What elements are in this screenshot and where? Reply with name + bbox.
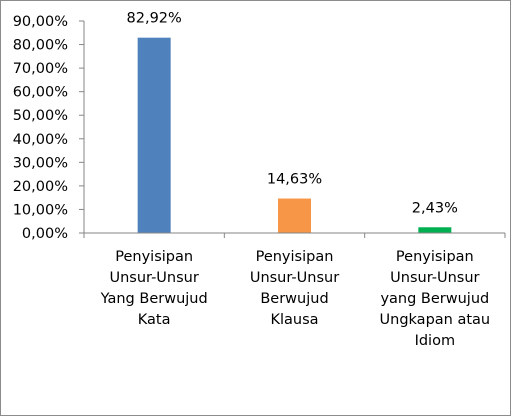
y-tick-label: 70,00% <box>13 61 68 77</box>
bars <box>137 37 452 233</box>
y-tick-label: 10,00% <box>13 202 68 218</box>
y-axis: 0,00% 10,00% 20,00% 30,00% 40,00% 50,00% 60,00… <box>13 14 84 242</box>
y-tick-label: 30,00% <box>13 155 68 171</box>
bar-2 <box>278 198 311 233</box>
y-tick-label: 80,00% <box>13 38 68 54</box>
y-tick-label: 50,00% <box>13 108 68 124</box>
data-label-2: 14,63% <box>267 172 322 188</box>
y-tick-label: 20,00% <box>13 179 68 195</box>
y-tick-label: 40,00% <box>13 132 68 148</box>
y-tick-label: 90,00% <box>13 14 68 30</box>
data-labels: 82,92% 14,63% 2,43% <box>127 11 458 217</box>
bar-3 <box>418 227 452 233</box>
data-label-3: 2,43% <box>412 200 458 216</box>
category-label-2: Penyisipan Unsur-Unsur Berwujud Klausa <box>249 249 340 328</box>
axes <box>83 21 506 238</box>
category-label-3: Penyisipan Unsur-Unsur yang Berwujud Ung… <box>379 249 491 349</box>
y-tick-label: 0,00% <box>22 226 68 242</box>
bar-1 <box>137 37 171 233</box>
y-tick-label: 60,00% <box>13 85 68 101</box>
data-label-1: 82,92% <box>127 11 182 27</box>
category-label-1: Penyisipan Unsur-Unsur Yang Berwujud Kat… <box>100 249 208 328</box>
